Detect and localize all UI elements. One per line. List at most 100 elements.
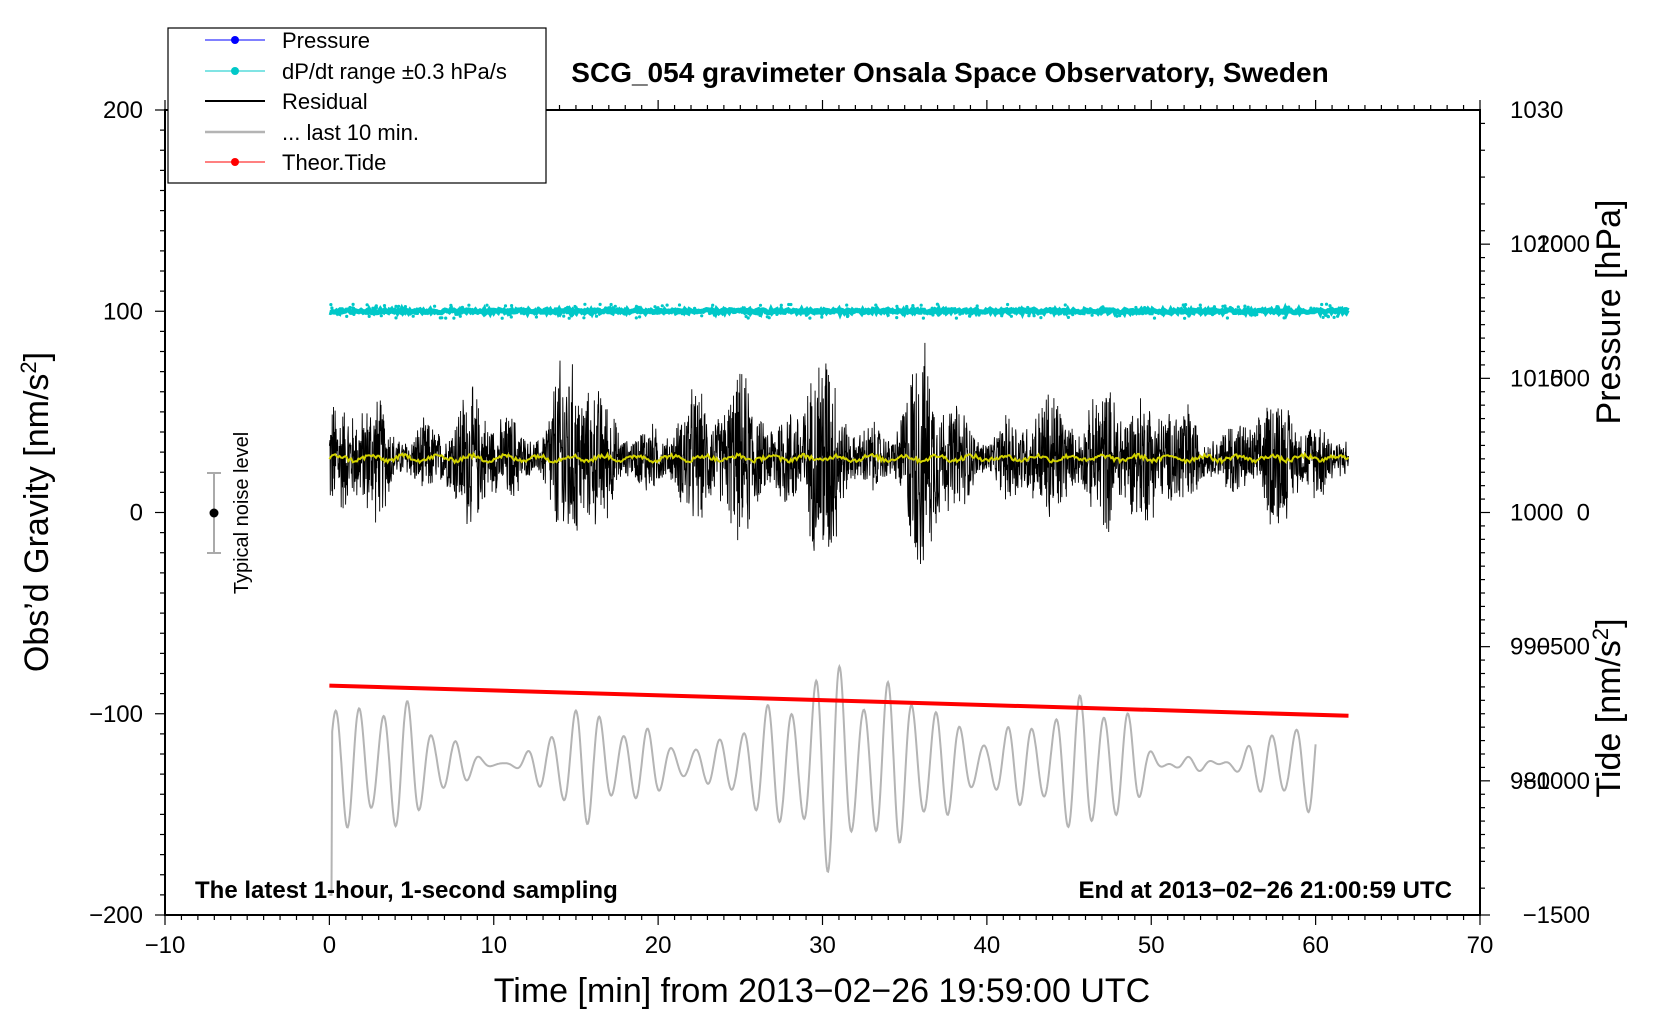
x-tick-label: 10: [480, 932, 507, 959]
dpdt-point: [397, 304, 401, 308]
x-tick-label: −10: [145, 932, 186, 959]
dpdt-point: [330, 306, 334, 310]
dpdt-point: [931, 313, 935, 317]
dpdt-point: [351, 302, 355, 306]
dpdt-point: [1154, 310, 1158, 314]
dpdt-point: [684, 311, 688, 315]
y-axis-left-title: Obs’d Gravity [nm/s2]: [16, 352, 56, 672]
dpdt-point: [638, 315, 642, 319]
dpdt-point: [557, 313, 562, 317]
dpdt-point: [1255, 313, 1259, 317]
dpdt-point: [804, 313, 809, 317]
dpdt-point: [1241, 310, 1245, 314]
dpdt-point: [1020, 308, 1024, 312]
dpdt-point: [467, 303, 471, 307]
dpdt-point: [1088, 307, 1092, 311]
dpdt-point: [1129, 309, 1133, 313]
dpdt-point: [656, 306, 660, 310]
dpdt-point: [820, 315, 824, 319]
y-tick-label: −100: [89, 701, 143, 728]
tide-tick-label: 1000: [1537, 231, 1590, 258]
dpdt-point: [886, 307, 890, 311]
dpdt-point: [1225, 316, 1229, 320]
dpdt-point: [727, 307, 732, 311]
dpdt-point: [1324, 302, 1329, 306]
x-axis-title: Time [min] from 2013−02−26 19:59:00 UTC: [494, 972, 1150, 1010]
dpdt-point: [677, 303, 682, 307]
dpdt-point: [657, 311, 661, 315]
dpdt-point: [1228, 305, 1232, 310]
dpdt-point: [536, 306, 540, 310]
dpdt-point: [810, 310, 814, 314]
dpdt-point: [787, 302, 791, 307]
dpdt-point: [871, 306, 875, 310]
y-axis-pressure-title: Pressure [hPa]: [1590, 200, 1628, 425]
dpdt-point: [433, 304, 437, 308]
dpdt-point: [1026, 305, 1030, 310]
dpdt-point: [482, 307, 486, 311]
dpdt-point: [1246, 305, 1250, 309]
dpdt-point: [510, 304, 514, 308]
dpdt-point: [968, 314, 972, 318]
x-tick-label: 50: [1138, 932, 1165, 959]
dpdt-point: [607, 306, 611, 310]
dpdt-point: [1048, 306, 1052, 311]
dpdt-point: [566, 305, 570, 309]
dpdt-point: [394, 304, 398, 308]
dpdt-point: [919, 303, 923, 307]
dpdt-point: [503, 310, 507, 314]
dpdt-point: [591, 310, 595, 314]
dpdt-point: [641, 310, 645, 314]
legend-marker-pressure: [231, 36, 239, 44]
dpdt-point: [402, 306, 406, 310]
legend-item-dpdt: dP/dt range ±0.3 hPa/s: [205, 59, 507, 84]
dpdt-point: [454, 312, 458, 316]
y-tick-label: 0: [130, 500, 143, 527]
dpdt-point: [1062, 312, 1066, 316]
dpdt-point: [775, 312, 779, 316]
dpdt-point: [1315, 307, 1319, 311]
dpdt-point: [1066, 315, 1070, 319]
dpdt-point: [874, 303, 878, 307]
dpdt-point: [1338, 306, 1342, 310]
x-tick-label: 0: [323, 932, 336, 959]
dpdt-point: [958, 312, 962, 316]
dpdt-point: [677, 311, 681, 315]
chart-title: SCG_054 gravimeter Onsala Space Observat…: [571, 57, 1328, 88]
x-tick-label: 70: [1467, 932, 1494, 959]
dpdt-point: [901, 313, 906, 317]
dpdt-point: [930, 306, 934, 310]
theor-tide-line: [329, 683, 1349, 718]
dpdt-point: [1282, 316, 1286, 320]
dpdt-point: [663, 311, 667, 315]
dpdt-point: [941, 307, 945, 311]
dpdt-point: [382, 304, 387, 308]
dpdt-point: [704, 307, 708, 312]
dpdt-point: [845, 303, 849, 307]
dpdt-point: [379, 314, 383, 318]
dpdt-point: [1162, 309, 1166, 314]
tide-tick-label: −500: [1536, 634, 1590, 661]
dpdt-point: [767, 316, 771, 320]
dpdt-point: [337, 312, 341, 316]
x-tick-label: 30: [809, 932, 836, 959]
dpdt-point: [1134, 305, 1138, 310]
dpdt-point: [985, 309, 990, 313]
pressure-tick-label: 980: [1510, 768, 1550, 795]
dpdt-point: [722, 311, 726, 315]
legend-label-residual: Residual: [282, 89, 368, 114]
dpdt-point: [634, 316, 638, 320]
dpdt-point: [562, 314, 566, 318]
dpdt-point: [351, 310, 355, 314]
dpdt-point: [712, 313, 717, 317]
dpdt-point: [583, 312, 587, 316]
dpdt-point: [1309, 306, 1313, 310]
dpdt-point: [464, 307, 469, 311]
data-layer: [328, 302, 1350, 896]
y-axis-tide-title: Tide [nm/s2]: [1588, 618, 1628, 797]
dpdt-point: [522, 312, 526, 316]
dpdt-point: [845, 314, 850, 319]
pressure-tick-label: 1030: [1510, 97, 1563, 124]
dpdt-point: [569, 314, 574, 318]
